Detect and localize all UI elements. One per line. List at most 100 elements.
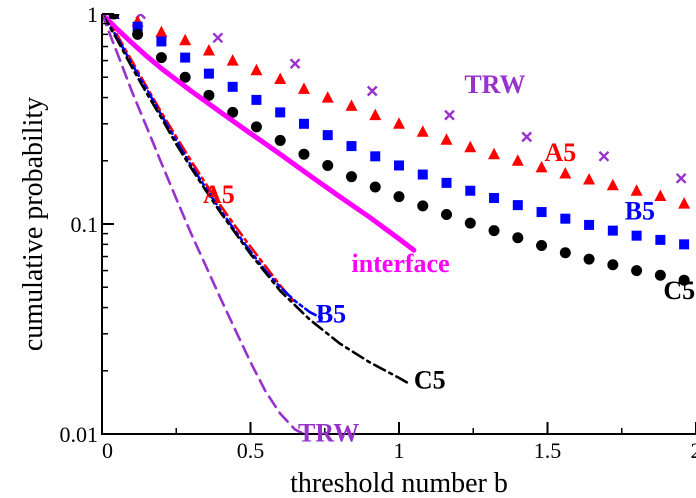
trw-marker-point [444,109,455,121]
trw-marker-point [289,58,301,70]
a5-dashdot-line [102,14,297,305]
c5-marker-point [678,274,690,286]
c5-marker-point [654,269,666,281]
c5-marker-point [155,52,167,64]
b5-dashdotdot-line [102,14,327,321]
c5-marker-point [393,191,405,203]
trw-marker-point [598,150,610,162]
c5-marker-point [179,71,191,83]
c5-marker-point [512,232,524,244]
b5-marker-point [560,213,571,224]
c5-marker-point [583,253,595,265]
a5-marker-point [202,44,215,56]
a5-marker-point [559,166,572,179]
b5-marker-point [465,185,476,196]
b5-marker-point [227,81,238,92]
c5-marker-point [559,247,571,259]
c5-marker-point [488,225,500,237]
c5-marker-point [345,171,357,183]
a5-marker-point [274,72,287,85]
trw-marker-point [212,32,224,44]
a5-marker-point [606,178,619,191]
b5-marker-point [607,225,618,236]
c5-marker-point [631,265,643,277]
interface-solid-line [102,14,417,253]
a5-marker-point [464,140,477,153]
a5-marker-point [393,117,405,129]
a5-marker-point [226,54,239,66]
b5-marker-point [655,234,666,245]
b5-marker-point [346,141,357,152]
c5-marker-point [536,239,548,251]
c5-marker-point [322,159,334,171]
b5-marker-point [203,68,214,79]
a5-marker-point [321,91,334,103]
c5-marker-point [274,134,286,146]
x-tick-label: 0 [102,438,113,463]
a5-marker-point [583,172,596,185]
c5-dashdot-line [102,14,410,385]
trw-dashed-line [102,14,306,434]
curve-label-interface: interface [351,249,449,278]
c5-marker-point [607,259,619,271]
a5-marker-point [488,147,501,160]
c5-marker-point [227,106,239,118]
a5-marker-point [511,154,524,166]
curve-label-trw: TRW [298,419,359,448]
y-axis-title: cumulative probability [18,97,49,351]
c5-marker-point [132,28,144,40]
b5-marker-point [298,118,309,129]
a5-marker-point [416,125,429,137]
a5-marker-point [155,25,168,38]
b5-marker-point [631,230,642,241]
chart-annotations: TRW A5 B5 C5 interface A5 B5 C5 TRW [203,70,695,447]
c5-marker-point [108,14,120,20]
c5-marker-point [369,181,381,193]
x-tick-label: 1 [394,438,405,463]
chart-marks [102,14,691,434]
chart-axes: 0 0.5 1 1.5 2 0.01 0.1 1 [60,2,696,463]
b5-marker-point [489,192,500,203]
b5-marker-point [441,177,452,188]
c5-marker-point [298,148,310,160]
y-tick-label: 0.1 [71,212,99,237]
b5-marker-point [132,21,143,32]
a5-marker-point [250,63,263,76]
x-tick-label: 0.5 [237,438,265,463]
c5-marker-point [203,89,215,101]
b5-marker-point [512,200,523,211]
curve-label-a5: A5 [545,138,577,167]
a5-marker-point [369,108,382,121]
b5-marker-point [322,130,333,141]
b5-marker-point [156,36,167,47]
b5-marker-point [180,52,191,63]
trw-marker-point [675,172,687,184]
b5-marker-point [251,94,262,105]
curve-label-b5: B5 [625,197,655,226]
a5-marker-point [630,184,643,196]
y-tick-label: 0.01 [60,422,99,447]
a5-marker-point [654,189,667,201]
c5-marker-point [464,217,476,229]
trw-marker-point [521,131,533,143]
b5-marker-point [536,207,547,218]
b5-marker-point [394,160,404,171]
trw-marker-point [366,85,378,97]
x-tick-label: 2 [691,438,696,463]
a5-marker-point [535,160,548,173]
b5-marker-point [417,169,428,180]
y-tick-label: 1 [87,2,98,27]
b5-marker-point [679,239,690,250]
a5-marker-point [179,33,192,46]
curve-label-a5: A5 [203,180,235,209]
c5-marker-point [417,200,429,212]
b5-marker-point [275,107,286,118]
c5-marker-point [441,208,453,220]
x-axis-title: threshold number b [290,468,508,498]
a5-marker-point [678,197,691,209]
x-tick-label: 1.5 [534,438,562,463]
a5-marker-point [440,133,453,145]
curve-label-c5: C5 [663,276,695,305]
c5-marker-point [250,121,262,133]
